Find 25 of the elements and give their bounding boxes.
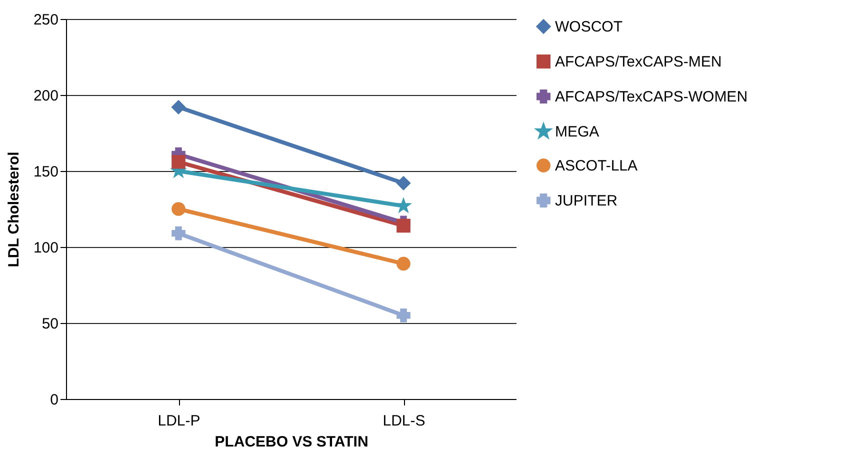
point	[396, 218, 410, 233]
point	[172, 202, 186, 216]
y-tick-label: 50	[42, 316, 58, 332]
legend-label: AFCAPS/TexCAPS-WOMEN	[555, 88, 748, 106]
x-tick-label: LDL-S	[382, 412, 426, 430]
y-tick-label: 100	[33, 240, 58, 256]
legend-label: ASCOT-LLA	[555, 158, 638, 174]
point	[396, 199, 410, 212]
point	[172, 154, 186, 169]
legend-label: WOSCOT	[555, 18, 622, 36]
point	[172, 100, 186, 114]
y-tick-label: 0	[50, 392, 58, 408]
legend-label: JUPITER	[555, 192, 618, 210]
y-axis-title: LDL Cholesterol	[5, 152, 22, 268]
point	[396, 256, 410, 271]
point	[396, 308, 410, 322]
point	[396, 176, 410, 190]
x-tick-label: LDL-P	[158, 412, 200, 430]
legend-label: AFCAPS/TexCAPS-MEN	[555, 54, 722, 70]
y-tick-label: 200	[33, 88, 58, 104]
y-tick-label: 250	[33, 12, 58, 28]
point	[172, 226, 186, 240]
x-axis-title: PLACEBO VS STATIN	[214, 434, 368, 450]
y-tick-label: 150	[33, 164, 58, 180]
legend-label: MEGA	[555, 124, 600, 140]
